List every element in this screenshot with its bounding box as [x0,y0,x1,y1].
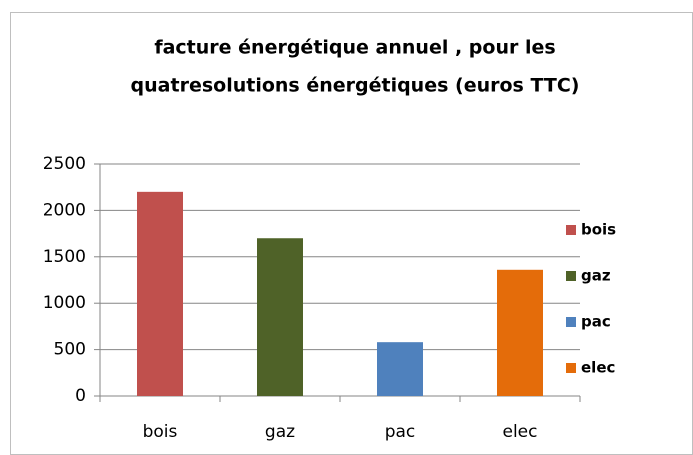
legend-label: pac [581,313,611,331]
x-tick-label: bois [143,422,178,442]
y-tick-label: 500 [54,340,86,360]
chart-title: quatresolutions énergétiques (euros TTC) [131,75,580,97]
chart-title: facture énergétique annuel , pour les [154,37,555,59]
legend-label: gaz [581,267,611,285]
x-tick-label: gaz [265,422,295,442]
bar [137,191,183,396]
legend-label: elec [581,359,615,377]
legend-swatch [566,363,576,373]
legend-swatch [566,271,576,281]
y-tick-label: 2000 [43,200,86,220]
x-tick-label: pac [385,422,416,442]
bar [377,342,423,396]
legend-swatch [566,317,576,327]
y-tick-label: 1500 [43,247,86,267]
bar [257,238,303,396]
y-tick-label: 2500 [43,154,86,174]
y-tick-label: 1000 [43,293,86,313]
y-tick-label: 0 [75,386,86,406]
legend-label: bois [581,221,616,239]
bar [497,269,543,396]
legend-swatch [566,225,576,235]
x-tick-label: elec [503,422,538,442]
chart-frame [10,12,693,455]
